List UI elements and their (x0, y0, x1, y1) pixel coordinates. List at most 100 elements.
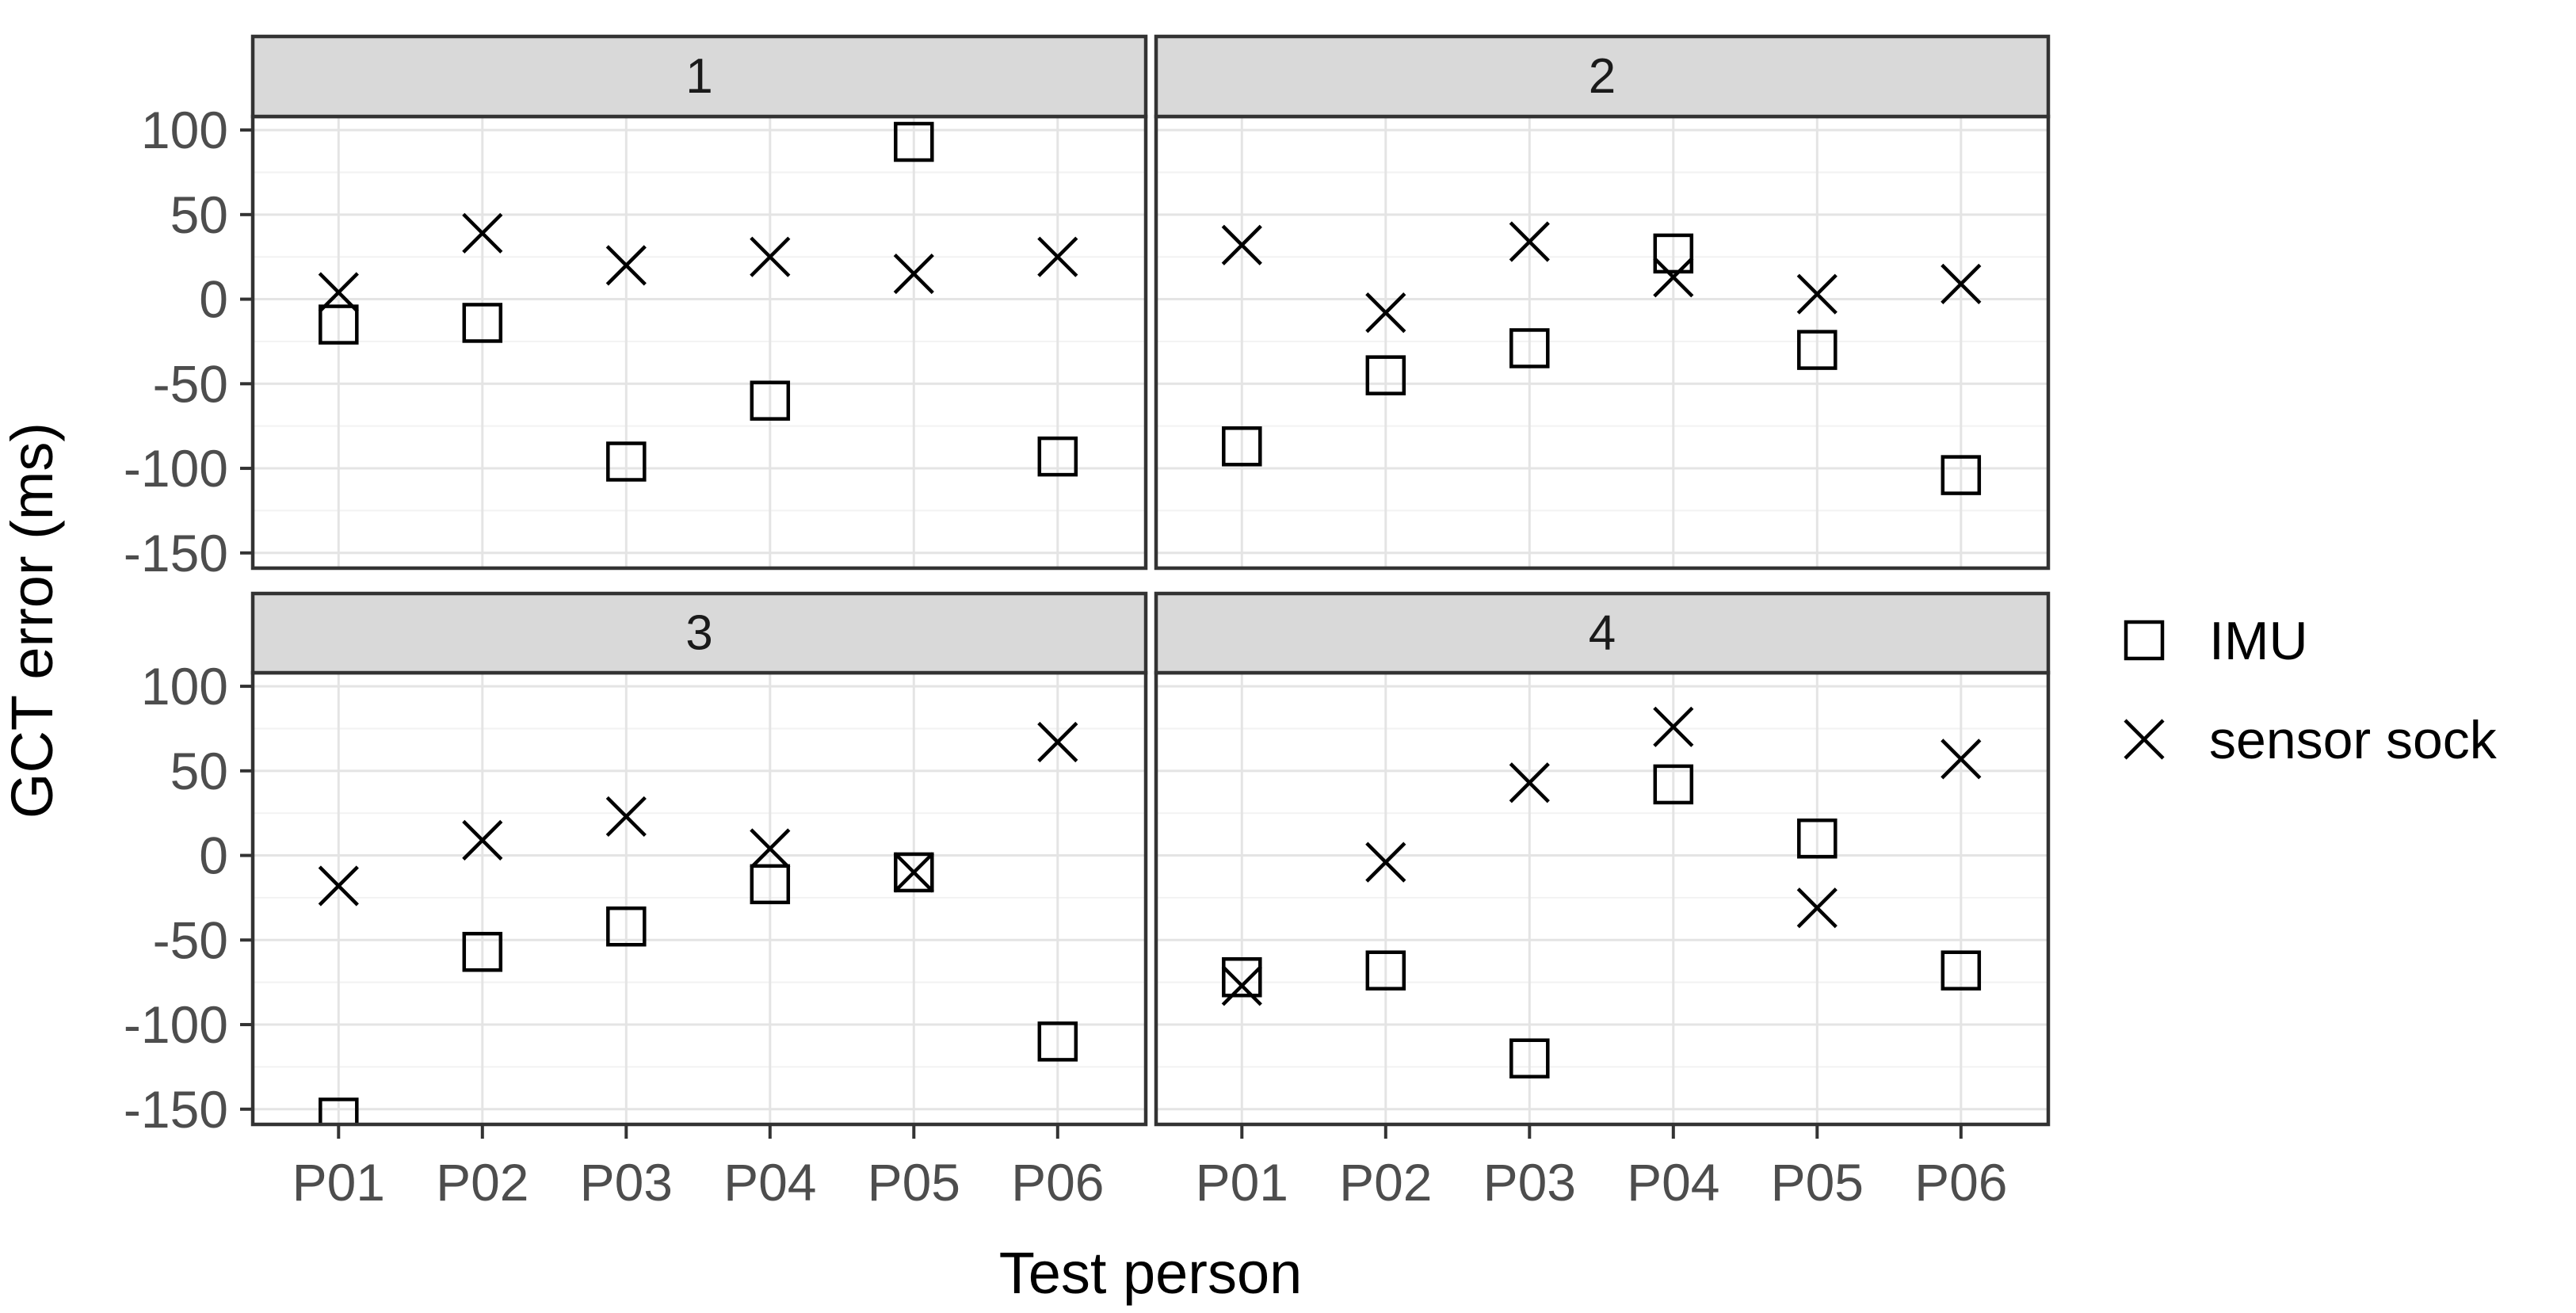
imu-point (1653, 233, 1694, 274)
y-tick-label: 100 (141, 101, 228, 159)
sensor-sock-point (1221, 224, 1262, 265)
sensor-sock-point (318, 865, 359, 907)
imu-point (319, 1097, 359, 1124)
facet-strip (250, 591, 1148, 675)
square-icon (2124, 620, 2165, 661)
sensor-sock-point (1796, 887, 1838, 929)
imu-point (606, 906, 647, 947)
imu-point (462, 303, 503, 343)
y-tick-label: -100 (124, 995, 228, 1054)
x-tick-label: P02 (1339, 1153, 1432, 1212)
y-axis-title: GCT error (ms) (0, 422, 65, 819)
legend-label-sensor-sock: sensor sock (2209, 710, 2498, 770)
imu-point (1365, 355, 1406, 395)
sensor-sock-point (1509, 762, 1550, 803)
x-tick-label: P05 (1771, 1153, 1864, 1212)
imu-point (894, 852, 934, 893)
sensor-sock-point (1221, 965, 1262, 1006)
y-tick-label: 50 (170, 742, 228, 800)
imu-point (1222, 426, 1262, 467)
points-layer (318, 721, 1078, 1124)
strip-label: 4 (1589, 606, 1616, 661)
x-tick-label: P04 (723, 1153, 816, 1212)
imu-point (462, 931, 503, 972)
sensor-sock-point (1037, 721, 1078, 763)
sensor-sock-point (605, 796, 647, 838)
imu-point (750, 380, 791, 421)
sensor-sock-point (318, 272, 359, 313)
imu-point (1797, 330, 1838, 370)
panel-background (1156, 673, 2048, 1124)
sensor-sock-point (1653, 257, 1694, 298)
x-tick-label: P06 (1011, 1153, 1104, 1212)
facet-3: 3 (250, 591, 1148, 1127)
panel-background (1156, 116, 2048, 568)
legend-label-imu: IMU (2209, 611, 2308, 671)
sensor-sock-point (750, 828, 791, 869)
sensor-sock-point (893, 852, 934, 893)
x-tick-label: P04 (1627, 1153, 1719, 1212)
y-tick-label: -100 (124, 439, 228, 498)
sensor-sock-point (893, 253, 934, 295)
x-icon (2124, 719, 2165, 760)
facet-strip (1154, 591, 2051, 675)
sensor-sock-point (1509, 221, 1550, 262)
x-tick-label: P06 (1914, 1153, 2007, 1212)
sensor-sock-point (1941, 739, 1982, 780)
y-tick-label: -150 (124, 1080, 228, 1139)
facet-panels: 1 2 3 4 100 50 0 -50 -100 -150 100 50 0 -50 -100 -150 P0… (124, 34, 2051, 1212)
strip-label: 3 (685, 606, 712, 661)
imu-point (1941, 950, 1982, 990)
imu-point (1941, 455, 1982, 495)
x-tick-label: P05 (868, 1153, 960, 1212)
facet-strip (250, 34, 1148, 119)
sensor-sock-point (1941, 263, 1982, 304)
x-tick-label: P01 (1196, 1153, 1288, 1212)
y-tick-label: 0 (199, 270, 228, 329)
x-tick-label: P01 (292, 1153, 385, 1212)
sensor-sock-point (1365, 292, 1406, 334)
y-tick-label: 0 (199, 826, 228, 885)
sensor-sock-point (605, 245, 647, 286)
panel-background (253, 116, 1146, 568)
imu-point (1222, 957, 1262, 998)
sensor-sock-point (462, 212, 503, 254)
y-tick-label: -150 (124, 524, 228, 582)
imu-point (1509, 1038, 1550, 1078)
y-tick-label: -50 (153, 354, 228, 413)
imu-point (750, 864, 791, 905)
sensor-sock-point (1037, 236, 1078, 277)
sensor-sock-point (462, 819, 503, 861)
imu-point (606, 441, 647, 482)
facet-4: 4 (1154, 591, 2051, 1127)
imu-point (1797, 818, 1838, 859)
points-layer (1221, 221, 1982, 495)
imu-point (1365, 950, 1406, 990)
sensor-sock-point (1653, 706, 1694, 747)
facet-2: 2 (1154, 34, 2051, 571)
imu-point (894, 121, 934, 162)
x-tick-label: P03 (580, 1153, 673, 1212)
strip-label: 2 (1589, 49, 1616, 104)
legend: IMU sensor sock (2124, 611, 2498, 770)
sensor-sock-point (750, 236, 791, 277)
imu-point (1509, 328, 1550, 368)
points-layer (1221, 706, 1982, 1078)
panel-background (253, 673, 1146, 1124)
points-layer (318, 121, 1078, 482)
imu-point (1037, 1021, 1078, 1062)
imu-point (319, 304, 359, 345)
imu-point (1653, 764, 1694, 805)
x-tick-label: P02 (436, 1153, 529, 1212)
y-tick-label: -50 (153, 910, 228, 969)
x-axis-title: Test person (999, 1240, 1303, 1306)
facet-1: 1 (250, 34, 1148, 571)
sensor-sock-point (1796, 273, 1838, 315)
sensor-sock-point (1365, 842, 1406, 883)
imu-point (1037, 436, 1078, 477)
y-tick-label: 50 (170, 185, 228, 244)
x-tick-label: P03 (1483, 1153, 1576, 1212)
y-tick-label: 100 (141, 657, 228, 716)
